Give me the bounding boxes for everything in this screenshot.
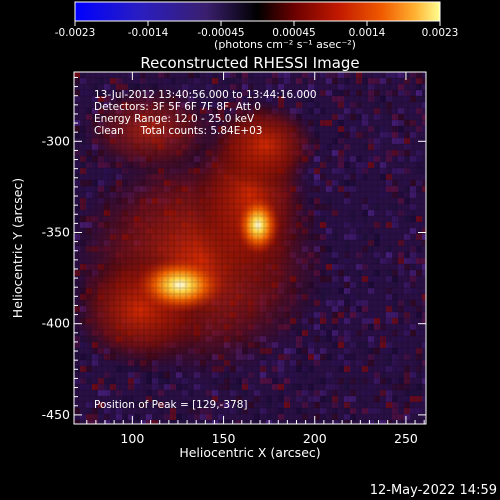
peak-position-annotation: Position of Peak = [129,-378] [94, 399, 248, 411]
x-tick-label: 100 [120, 431, 144, 446]
footer-timestamp: 12-May-2022 14:59 [370, 483, 497, 498]
detectors-annotation: Detectors: 3F 5F 6F 7F 8F, Att 0 [94, 101, 261, 113]
energy-range-annotation: Energy Range: 12.0 - 25.0 keV [94, 113, 255, 125]
colorbar-unit-label: (photons cm⁻² s⁻¹ asec⁻²) [214, 38, 356, 51]
y-axis-label: Heliocentric Y (arcsec) [10, 178, 25, 318]
colorbar-tick-label: 0.00045 [272, 27, 315, 39]
y-tick-label: -450 [42, 407, 70, 422]
plot-title: Reconstructed RHESSI Image [140, 54, 359, 72]
axis-ticks: 100 150 200 250 -300 -350 -400 -450 [42, 72, 426, 446]
x-tick-label: 200 [303, 431, 327, 446]
colorbar-tick-label: 0.0014 [349, 27, 386, 39]
y-tick-label: -300 [42, 133, 70, 148]
colorbar-tick-label: 0.0023 [422, 27, 459, 39]
plot-frame [73, 71, 427, 425]
time-range-annotation: 13-Jul-2012 13:40:56.000 to 13:44:16.000 [94, 89, 317, 101]
y-tick-label: -350 [42, 224, 70, 239]
colorbar-tick-label: -0.0023 [55, 27, 96, 39]
y-tick-label: -400 [42, 316, 70, 331]
x-tick-label: 150 [212, 431, 236, 446]
colorbar-ticks: -0.0023 -0.0014 -0.00045 0.00045 0.0014 0.002… [55, 21, 459, 39]
x-axis-label: Heliocentric X (arcsec) [179, 445, 320, 460]
clean-annotation: Clean Total counts: 5.84E+03 [94, 125, 263, 137]
colorbar-tick-label: -0.0014 [128, 27, 169, 39]
rhessi-image [74, 72, 426, 424]
colorbar-tick-label: -0.00045 [197, 27, 244, 39]
x-tick-label: 250 [394, 431, 418, 446]
colorbar [74, 1, 441, 22]
